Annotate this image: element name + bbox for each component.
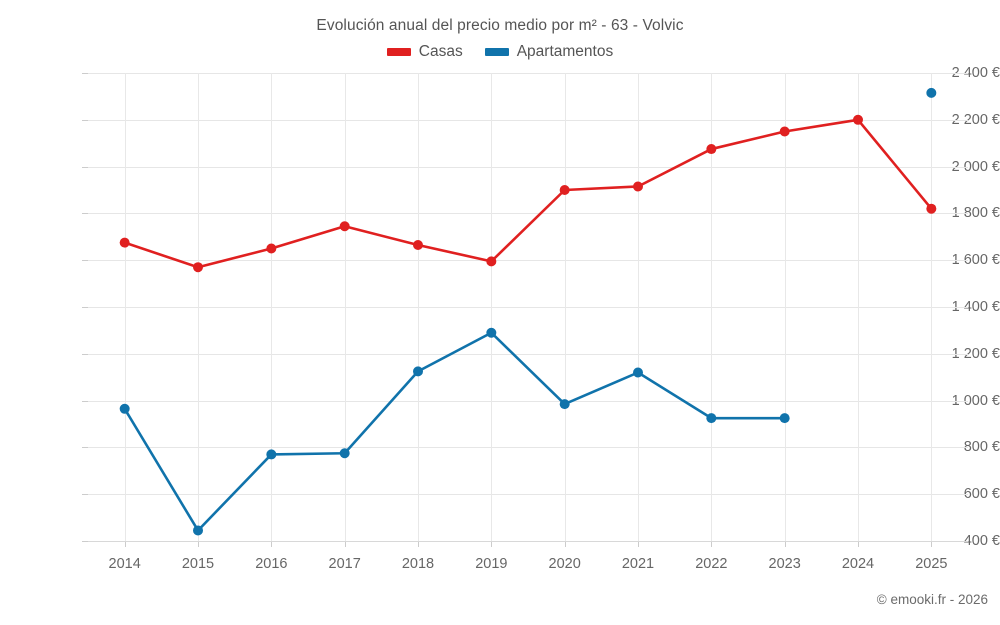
y-axis-tick [82, 73, 88, 74]
y-axis-tick-label: 800 € [963, 439, 1000, 456]
x-axis-tick [418, 541, 419, 547]
grid-line-vertical [564, 73, 566, 541]
x-axis-tick-label: 2020 [548, 556, 581, 572]
data-point-casas[interactable] [486, 256, 497, 267]
x-axis-tick-label: 2025 [915, 556, 948, 572]
x-axis-tick-label: 2014 [108, 556, 141, 572]
y-axis-tick [82, 400, 88, 402]
legend-label-casas: Casas [418, 43, 463, 60]
data-point-apartamentos[interactable] [413, 366, 423, 377]
grid-line-horizontal [88, 307, 968, 308]
data-point-casas[interactable] [266, 243, 277, 254]
legend-item-apartamentos[interactable]: Apartamentos [484, 43, 614, 61]
chart-title: Evolución anual del precio medio por m² … [316, 17, 684, 34]
data-point-apartamentos[interactable] [633, 367, 643, 378]
x-axis-tick-label: 2015 [181, 556, 215, 572]
grid-line-vertical [418, 73, 419, 541]
x-axis-tick-label: 2019 [475, 556, 508, 572]
grid-line-vertical [638, 73, 639, 541]
data-point-casas[interactable] [339, 221, 350, 232]
grid-line-horizontal [88, 494, 968, 496]
y-axis-tick-label: 600 € [963, 486, 1000, 503]
grid-line-horizontal [88, 260, 968, 262]
grid-line-vertical [271, 73, 273, 541]
x-axis-tick [784, 541, 786, 547]
data-point-casas[interactable] [853, 114, 863, 125]
y-axis-tick [82, 119, 88, 121]
x-axis-tick [931, 541, 933, 547]
x-axis-tick [858, 541, 859, 547]
grid-line-horizontal [88, 213, 968, 215]
x-axis-tick-label: 2018 [401, 556, 435, 572]
credit-text: © emooki.fr - 2026 [876, 592, 988, 607]
grid-line-horizontal [88, 119, 968, 121]
data-series-layer [119, 87, 937, 536]
grid-line-vertical [931, 73, 933, 541]
y-axis-tick [82, 213, 88, 215]
x-axis-tick [711, 541, 713, 547]
y-axis-tick [82, 260, 88, 262]
x-axis-line [88, 541, 968, 542]
data-point-casas[interactable] [559, 185, 570, 195]
data-point-apartamentos[interactable] [559, 399, 570, 410]
x-axis-tick [271, 541, 273, 547]
y-axis-tick [82, 166, 88, 168]
series-line-apartamentos [123, 331, 786, 532]
y-axis-tick [82, 353, 88, 355]
data-point-apartamentos[interactable] [926, 87, 937, 98]
x-axis-tick-label: 2023 [768, 556, 801, 572]
data-point-apartamentos[interactable] [119, 403, 130, 414]
x-axis-tick-label: 2021 [621, 556, 655, 572]
y-axis-tick [82, 541, 88, 542]
data-point-apartamentos[interactable] [193, 525, 203, 536]
data-point-casas[interactable] [119, 237, 130, 248]
data-point-casas[interactable] [706, 144, 717, 155]
x-axis-tick [638, 541, 639, 547]
grid-line-horizontal [88, 166, 968, 168]
data-point-casas[interactable] [193, 262, 203, 273]
data-point-casas[interactable] [779, 126, 790, 137]
legend-item-casas[interactable]: Casas [386, 43, 463, 61]
grid-line-vertical [198, 73, 199, 541]
data-point-casas[interactable] [413, 239, 423, 250]
plot-area [88, 73, 968, 542]
legend-swatch-apartamentos [484, 48, 509, 56]
data-point-apartamentos[interactable] [486, 327, 497, 338]
x-axis-tick [124, 541, 126, 547]
grid-line-vertical [784, 73, 786, 541]
grid-line-horizontal [88, 353, 968, 355]
grid-line-vertical [124, 73, 126, 541]
grid-line-vertical [491, 73, 493, 541]
grid-line-horizontal [88, 447, 968, 449]
x-axis-tick [198, 541, 199, 547]
data-point-apartamentos[interactable] [706, 413, 717, 424]
x-axis-tick-label: 2024 [841, 556, 875, 572]
x-axis-tick [491, 541, 493, 547]
grid-line-horizontal [88, 400, 968, 402]
chart-legend: Casas Apartamentos [0, 43, 1000, 61]
y-axis-tick [82, 307, 88, 308]
y-axis-tick-label: 400 € [963, 533, 1000, 549]
data-point-apartamentos[interactable] [779, 413, 790, 424]
data-point-apartamentos[interactable] [266, 449, 277, 460]
x-axis-tick-label: 2022 [695, 556, 728, 572]
data-point-casas[interactable] [633, 181, 643, 192]
x-axis-tick-label: 2017 [328, 556, 361, 572]
series-line-casas [123, 118, 933, 269]
grid-line-vertical [858, 73, 859, 541]
grid-line-vertical [344, 73, 346, 541]
data-point-casas[interactable] [926, 203, 937, 214]
legend-swatch-casas [386, 48, 411, 56]
legend-label-apartamentos: Apartamentos [516, 43, 614, 60]
grid-line-vertical [711, 73, 713, 541]
data-point-apartamentos[interactable] [339, 448, 350, 459]
y-axis-tick [82, 447, 88, 449]
x-axis-tick-label: 2016 [255, 556, 288, 572]
x-axis-tick [564, 541, 566, 547]
x-axis-tick [344, 541, 346, 547]
grid-line-horizontal [88, 73, 968, 74]
y-axis-tick [82, 494, 88, 496]
